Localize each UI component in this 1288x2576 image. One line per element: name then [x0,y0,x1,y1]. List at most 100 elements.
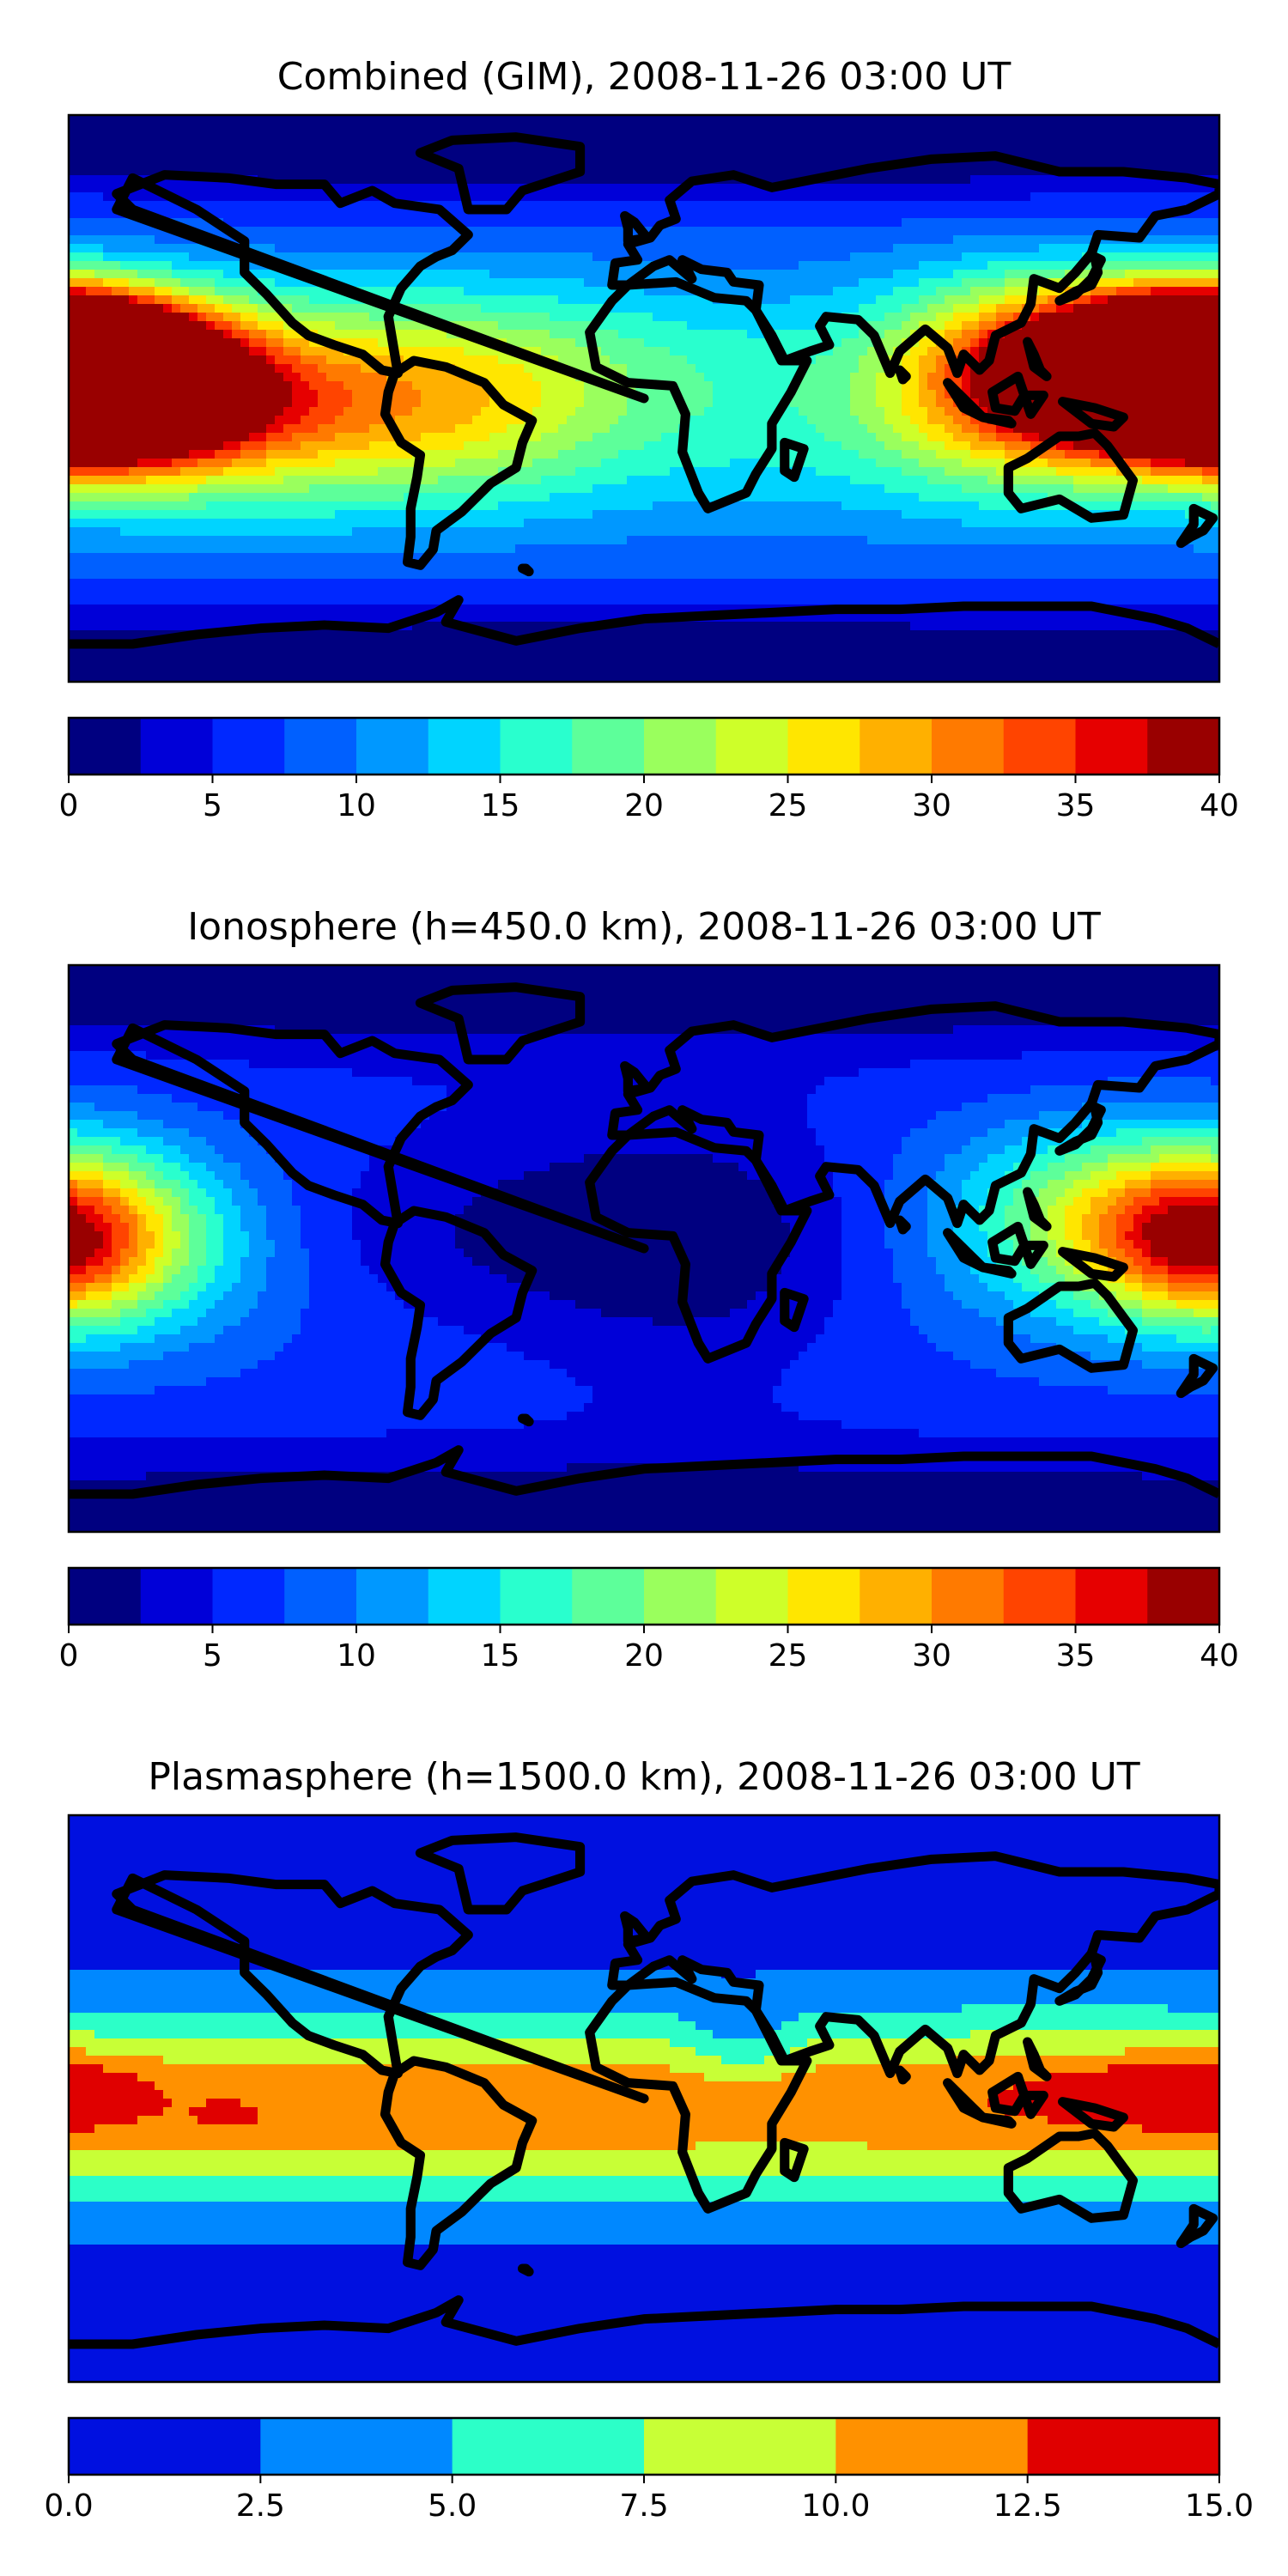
tec-cell [1073,235,1083,245]
tec-cell [481,278,490,288]
tec-cell [584,141,593,150]
tec-cell [1159,141,1169,150]
tec-cell [86,313,95,322]
tec-cell [275,295,284,305]
tec-cell [266,244,276,253]
tec-cell [927,184,937,193]
tec-cell [275,424,284,434]
tec-cell [301,192,310,202]
tec-cell [532,261,542,270]
tec-cell [653,398,662,408]
tec-cell [172,390,181,399]
tec-cell [987,132,997,142]
tec-cell [155,192,164,202]
tec-cell [979,381,988,391]
tec-cell [309,132,319,142]
tec-cell [215,158,224,167]
tec-cell [206,398,216,408]
tec-cell [421,252,430,262]
tec-cell [103,330,112,339]
tec-cell [1022,295,1031,305]
tec-cell [1030,115,1040,125]
tec-cell [1116,321,1126,331]
tec-cell [172,210,181,219]
tec-cell [1091,201,1100,210]
tec-cell [137,270,147,279]
tec-cell [558,416,568,425]
tec-cell [223,347,233,356]
tec-cell [919,261,928,270]
tec-cell [318,235,327,245]
tec-cell [275,218,284,228]
tec-cell [902,381,911,391]
tec-cell [618,355,628,365]
tec-cell [1151,141,1160,150]
tec-cell [507,398,516,408]
tec-cell [781,278,791,288]
tec-cell [592,278,602,288]
tec-cell [369,141,379,150]
tec-cell [678,304,688,313]
tec-cell [738,261,748,270]
tec-cell [661,192,671,202]
tec-cell [1013,141,1023,150]
tec-cell [979,210,988,219]
tec-cell [893,338,902,348]
tec-cell [841,270,851,279]
tec-cell [704,167,714,176]
tec-cell [1056,115,1066,125]
tec-cell [524,278,533,288]
tec-cell [1125,381,1134,391]
tec-cell [567,416,576,425]
tec-cell [807,132,817,142]
tec-cell [266,227,276,236]
tec-cell [1005,175,1014,185]
tec-cell [421,167,430,176]
tec-cell [292,407,301,416]
tec-cell [713,149,722,159]
tec-cell [335,261,344,270]
tec-cell [498,261,507,270]
tec-cell [893,218,902,228]
tec-cell [146,347,155,356]
tec-cell [343,158,353,167]
tec-cell [1176,287,1186,296]
tec-cell [507,278,516,288]
tec-cell [163,347,173,356]
tec-cell [326,149,336,159]
tec-cell [378,235,387,245]
tec-cell [197,218,207,228]
tec-cell [713,355,722,365]
tec-cell [155,278,164,288]
tec-cell [575,364,585,374]
tec-cell [240,295,250,305]
tec-cell [919,149,928,159]
tec-cell [386,175,396,185]
tec-cell [1039,184,1048,193]
tec-cell [1108,132,1117,142]
tec-cell [146,355,155,365]
tec-cell [696,398,705,408]
tec-cell [421,295,430,305]
tec-cell [1022,184,1031,193]
tec-cell [343,313,353,322]
tec-cell [378,270,387,279]
tec-cell [1185,235,1194,245]
tec-cell [240,184,250,193]
tec-cell [369,244,379,253]
tec-cell [1176,313,1186,322]
tec-cell [249,201,258,210]
tec-cell [618,364,628,374]
tec-cell [696,218,705,228]
tec-cell [223,167,233,176]
tec-cell [77,364,87,374]
tec-cell [77,295,87,305]
tec-cell [197,433,207,442]
tec-cell [120,304,130,313]
tec-cell [421,373,430,382]
tec-cell [77,235,87,245]
tec-cell [137,261,147,270]
tec-cell [618,158,628,167]
tec-cell [962,287,971,296]
tec-cell [301,167,310,176]
